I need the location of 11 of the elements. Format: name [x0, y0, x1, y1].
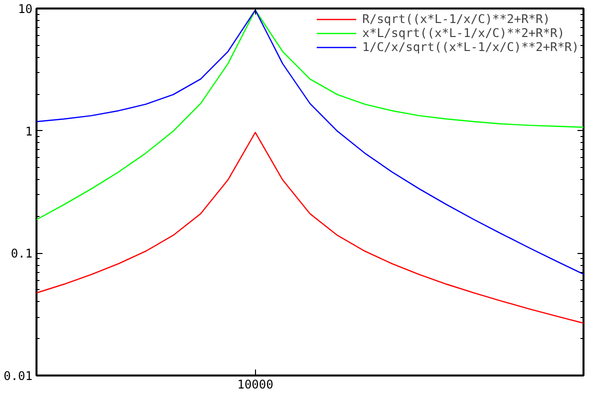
line-series: [36, 10, 584, 220]
legend-label: x*L/sqrt((x*L-1/x/C)**2+R*R): [362, 26, 565, 40]
y-tick-label: 10: [18, 2, 33, 16]
line-series: [36, 132, 584, 324]
line-series: [36, 10, 584, 275]
y-tick-label: 1: [25, 124, 33, 138]
legend-label: 1/C/x/sqrt((x*L-1/x/C)**2+R*R): [362, 40, 579, 54]
y-tick-label: 0.01: [4, 369, 33, 383]
x-tick-label: 10000: [237, 378, 274, 392]
y-tick-label: 0.1: [10, 246, 33, 261]
legend-label: R/sqrt((x*L-1/x/C)**2+R*R): [362, 12, 550, 26]
